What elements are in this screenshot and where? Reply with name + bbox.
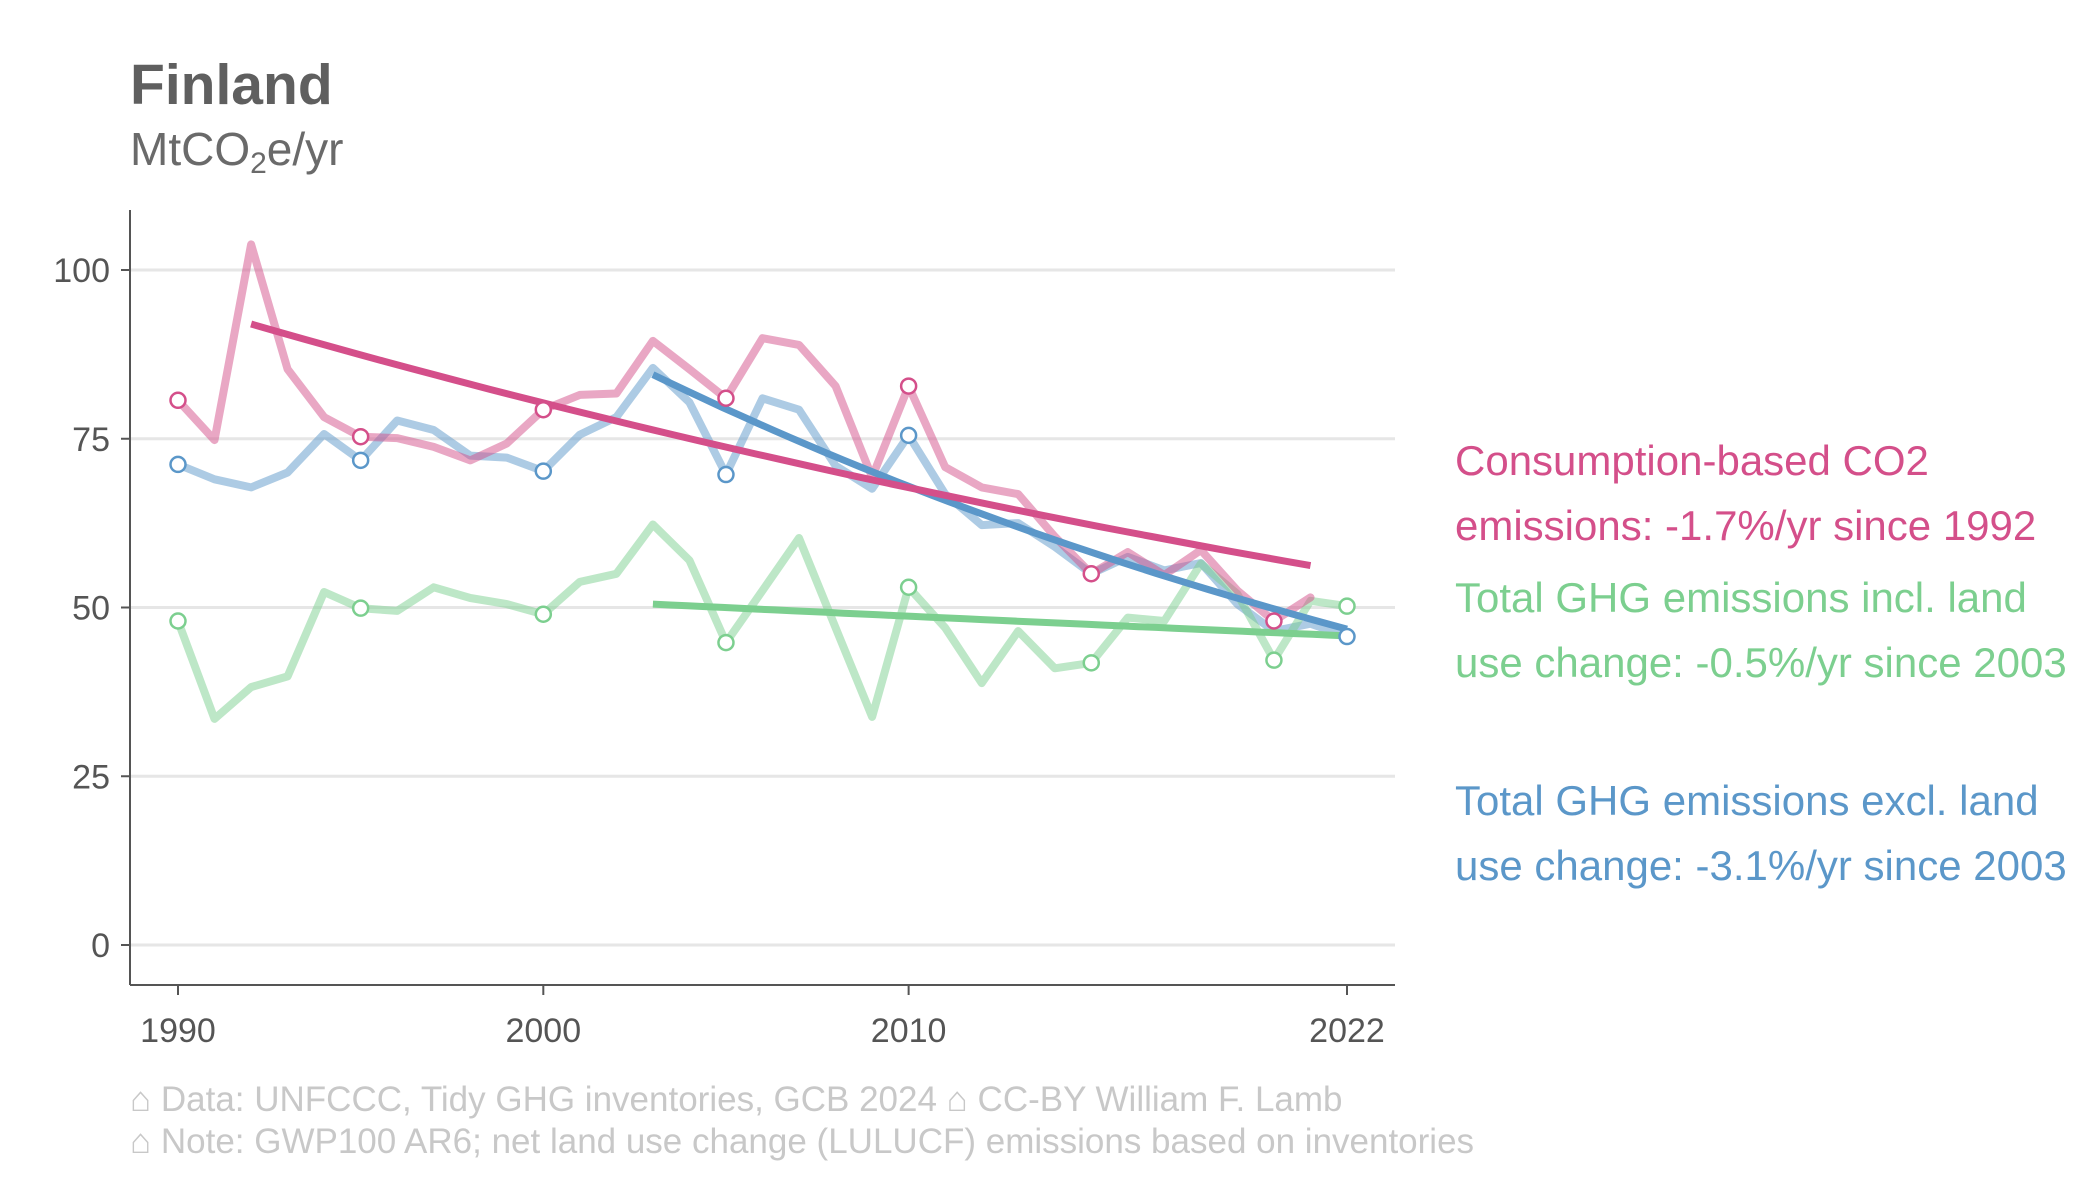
marker-incl_luc-2010 (899, 578, 918, 596)
marker-excl_luc-1990 (169, 455, 187, 474)
marker-excl_luc-2005 (717, 465, 735, 484)
marker-consumption-1995 (351, 427, 370, 446)
trend-line-consumption (250, 320, 1312, 570)
series-markers (169, 377, 1356, 672)
marker-consumption-2000 (534, 400, 553, 419)
y-tick-label: 75 (72, 421, 110, 459)
marker-consumption-2005 (717, 389, 735, 407)
chart-unit: MtCO2e/yr (130, 122, 343, 181)
y-tick-label: 100 (53, 252, 110, 290)
marker-incl_luc-2000 (534, 605, 553, 623)
y-tick-label: 25 (72, 758, 110, 796)
y-tick-label: 0 (91, 927, 110, 965)
marker-incl_luc-1995 (351, 599, 370, 617)
marker-incl_luc-2020 (1265, 651, 1283, 669)
x-tick-label: 2000 (505, 1012, 581, 1050)
unit-tail: e/yr (266, 123, 344, 175)
marker-consumption-2010 (899, 377, 918, 395)
legend-consumption: Consumption-based CO2 emissions: -1.7%/y… (1455, 437, 2037, 549)
marker-incl_luc-2022 (1338, 597, 1356, 615)
footer-note: ⌂ Note: GWP100 AR6; net land use change … (130, 1122, 1475, 1161)
x-tick-label: 2022 (1309, 1012, 1385, 1050)
series-lines (174, 240, 1351, 723)
marker-excl_luc-2022 (1338, 627, 1356, 646)
marker-consumption-1990 (169, 391, 187, 410)
marker-incl_luc-2015 (1082, 654, 1101, 672)
legend-incl-luc: Total GHG emissions incl. land use chang… (1455, 574, 2067, 686)
marker-excl_luc-2010 (899, 426, 918, 445)
trend-lines (250, 320, 1348, 640)
axes: 0 25 50 75 100 1990 2000 2010 2022 (53, 210, 1395, 1050)
y-tick-label: 50 (72, 590, 110, 628)
trend-line-excl_luc (651, 371, 1348, 633)
trend-line-incl_luc (652, 600, 1348, 640)
marker-consumption-2015 (1082, 565, 1101, 583)
marker-consumption-2020 (1265, 612, 1283, 630)
unit-subscript: 2 (250, 147, 267, 180)
marker-excl_luc-1995 (351, 451, 370, 470)
unit-main: MtCO (130, 123, 251, 175)
x-tick-label: 1990 (140, 1012, 216, 1050)
footer-source: ⌂ Data: UNFCCC, Tidy GHG inventories, GC… (130, 1080, 1343, 1119)
marker-incl_luc-2005 (717, 633, 735, 652)
marker-excl_luc-2000 (534, 462, 553, 480)
x-tick-label: 2010 (871, 1012, 947, 1050)
marker-incl_luc-1990 (169, 612, 187, 630)
chart-title: Finland (130, 53, 333, 117)
series-line-incl_luc (174, 520, 1351, 723)
legend-excl-luc: Total GHG emissions excl. land use chang… (1455, 777, 2067, 889)
